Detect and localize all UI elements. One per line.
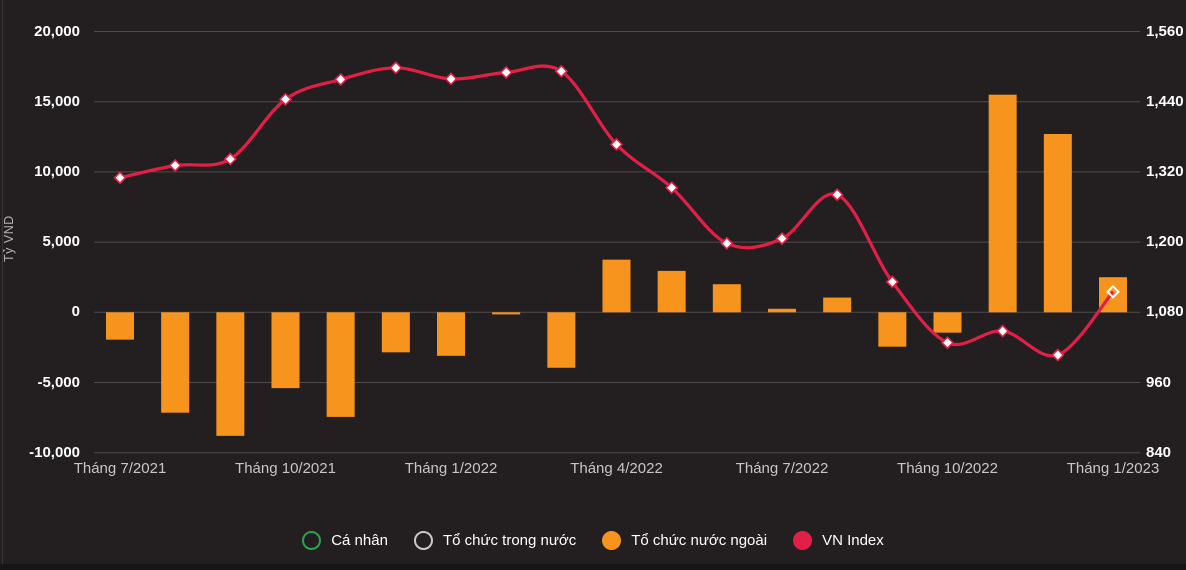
legend: Cá nhân Tổ chức trong nước Tổ chức nước ng… <box>0 531 1186 550</box>
chart-plot-area <box>94 31 1140 454</box>
bar-to-chuc-nuoc-ngoai[interactable] <box>768 308 796 313</box>
vn-index-point[interactable] <box>885 275 899 289</box>
bar-to-chuc-nuoc-ngoai[interactable] <box>657 270 686 313</box>
bar-to-chuc-nuoc-ngoai[interactable] <box>271 312 300 389</box>
bar-to-chuc-nuoc-ngoai[interactable] <box>216 312 245 436</box>
vn-index-point[interactable] <box>389 61 403 75</box>
left-edge-divider <box>2 0 3 570</box>
vn-index-point[interactable] <box>278 92 293 106</box>
y-axis-tick-label: -10,000 <box>29 443 80 461</box>
vn-index-point[interactable] <box>223 152 237 166</box>
x-axis-label: Tháng 4/2022 <box>570 460 663 477</box>
vn-index-point[interactable] <box>996 324 1010 338</box>
legend-marker-to-chuc-trong-nuoc-icon <box>413 531 433 550</box>
y-axis-tick-label: 0 <box>71 303 80 321</box>
bar-to-chuc-nuoc-ngoai[interactable] <box>878 312 907 347</box>
legend-marker-vn-index-icon <box>793 531 813 550</box>
y-axis-tick-label: 20,000 <box>34 22 80 40</box>
legend-label: Tổ chức trong nước <box>442 532 577 549</box>
y-axis-tick-label: 5,000 <box>42 233 80 251</box>
legend-item-vn-index[interactable]: VN Index <box>793 531 884 550</box>
bar-to-chuc-nuoc-ngoai[interactable] <box>547 312 576 368</box>
right-axis-tick-label: 1,440 <box>1146 92 1184 110</box>
x-axis-label: Tháng 1/2022 <box>404 460 498 477</box>
vn-index-point[interactable] <box>1106 284 1120 299</box>
bar-to-chuc-nuoc-ngoai[interactable] <box>106 312 134 340</box>
right-axis-tick-label: 840 <box>1146 443 1172 461</box>
x-axis-label: Tháng 7/2022 <box>735 460 829 477</box>
vn-index-point[interactable] <box>168 158 182 173</box>
bar-to-chuc-nuoc-ngoai[interactable] <box>492 312 521 315</box>
vn-index-point[interactable] <box>609 137 624 152</box>
vn-index-point[interactable] <box>334 72 348 87</box>
y-axis-tick-label: 15,000 <box>34 92 80 110</box>
right-axis-tick-label: 960 <box>1146 373 1172 391</box>
vn-index-point[interactable] <box>1051 348 1065 362</box>
bar-to-chuc-nuoc-ngoai[interactable] <box>161 312 190 413</box>
right-axis-tick-label: 1,560 <box>1146 22 1184 40</box>
legend-marker-ca-nhan-icon <box>302 531 322 550</box>
vn-index-point[interactable] <box>940 336 955 350</box>
legend-label: VN Index <box>822 532 884 549</box>
bar-to-chuc-nuoc-ngoai[interactable] <box>712 284 741 313</box>
bar-to-chuc-nuoc-ngoai[interactable] <box>326 312 355 417</box>
legend-label: Cá nhân <box>331 532 388 549</box>
vn-index-point[interactable] <box>665 181 679 195</box>
legend-marker-to-chuc-nuoc-ngoai-icon <box>602 531 622 550</box>
bar-to-chuc-nuoc-ngoai[interactable] <box>1043 133 1072 313</box>
right-axis-tick-label: 1,200 <box>1146 233 1184 251</box>
x-axis-label: Tháng 10/2022 <box>897 460 998 477</box>
bar-to-chuc-nuoc-ngoai[interactable] <box>381 312 410 353</box>
bar-to-chuc-nuoc-ngoai[interactable] <box>988 94 1017 313</box>
legend-item-to-chuc-nuoc-ngoai[interactable]: Tổ chức nước ngoài <box>602 531 767 550</box>
bottom-strip <box>0 564 1186 570</box>
y-axis-tick-label: 10,000 <box>34 162 80 180</box>
right-axis-tick-label: 1,080 <box>1146 303 1184 321</box>
x-axis-label: Tháng 1/2023 <box>1066 460 1160 477</box>
vn-index-point[interactable] <box>499 65 513 80</box>
y-axis-tick-label: -5,000 <box>37 373 80 391</box>
vn-index-point[interactable] <box>775 231 789 246</box>
vn-index-point[interactable] <box>113 171 127 185</box>
legend-item-ca-nhan[interactable]: Cá nhân <box>302 531 388 550</box>
bar-to-chuc-nuoc-ngoai[interactable] <box>602 259 631 313</box>
legend-label: Tổ chức nước ngoài <box>631 532 768 549</box>
bar-to-chuc-nuoc-ngoai[interactable] <box>823 297 852 313</box>
x-axis-label: Tháng 10/2021 <box>235 460 336 477</box>
vn-index-point[interactable] <box>554 64 568 78</box>
vn-index-point[interactable] <box>444 72 458 86</box>
x-axis-label: Tháng 7/2021 <box>73 460 167 477</box>
bar-to-chuc-nuoc-ngoai[interactable] <box>437 312 465 356</box>
vn-index-point[interactable] <box>720 236 734 250</box>
bar-to-chuc-nuoc-ngoai[interactable] <box>933 312 962 333</box>
right-axis-tick-label: 1,320 <box>1146 162 1184 180</box>
vn-index-point[interactable] <box>830 188 844 202</box>
legend-item-to-chuc-trong-nuoc[interactable]: Tổ chức trong nước <box>413 531 577 550</box>
